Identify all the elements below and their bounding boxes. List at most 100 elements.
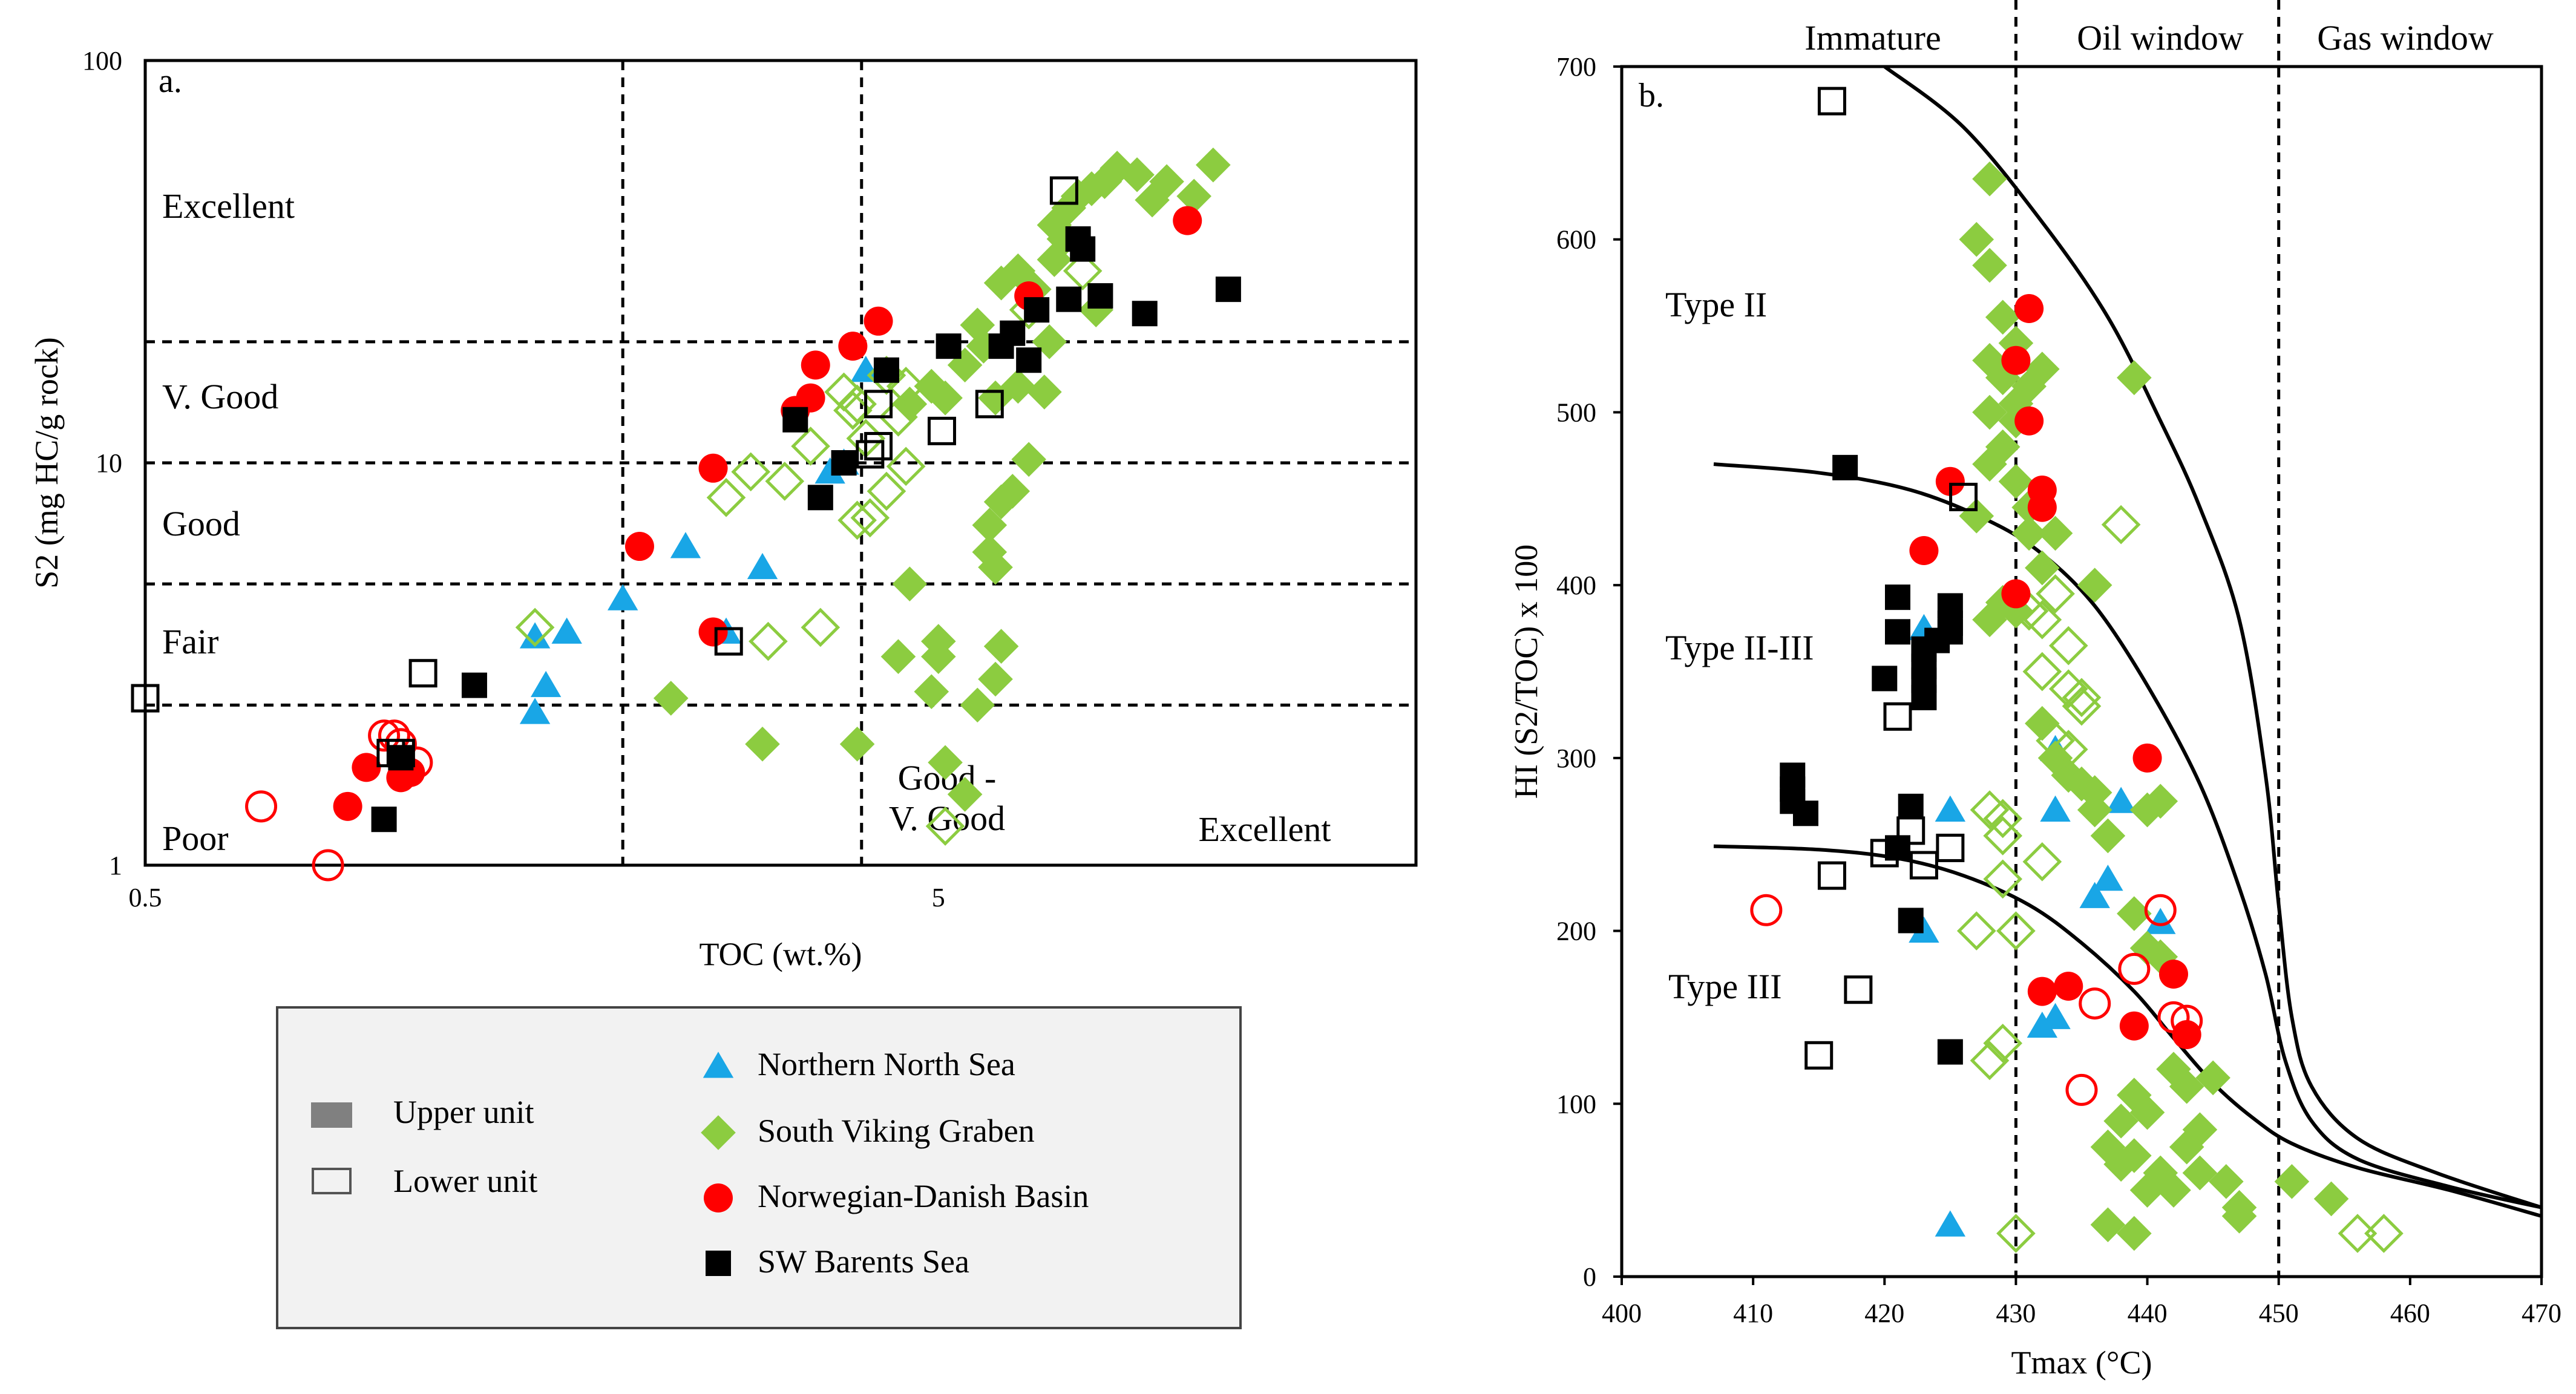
- data-point-south-viking-graben-lower: [1983, 799, 2023, 839]
- data-point-south-viking-graben-lower: [515, 607, 555, 647]
- data-point-sw-barents-sea-lower: [1936, 833, 1965, 862]
- legend-box: [276, 1006, 1242, 1329]
- data-point-norwegian-danish-basin-lower: [312, 849, 344, 882]
- data-point-sw-barents-sea-upper: [1024, 297, 1050, 323]
- data-point-south-viking-graben-lower: [731, 452, 771, 492]
- panel-a-x-axis-title: TOC (wt.%): [700, 936, 862, 972]
- data-point-sw-barents-sea-upper: [1056, 286, 1082, 312]
- data-point-south-viking-graben-upper: [2103, 1147, 2138, 1182]
- data-point-south-viking-graben-upper: [928, 745, 963, 780]
- data-point-south-viking-graben-upper: [892, 387, 928, 422]
- data-point-south-viking-graben-upper: [1985, 299, 2020, 335]
- data-point-south-viking-graben-upper: [1037, 208, 1072, 243]
- data-point-south-viking-graben-lower: [2022, 600, 2062, 640]
- data-point-south-viking-graben-upper: [2117, 360, 2152, 396]
- data-point-sw-barents-sea-lower: [1909, 851, 1938, 880]
- data-point-sw-barents-sea-upper: [873, 357, 899, 383]
- data-point-norwegian-danish-basin-lower: [245, 790, 278, 823]
- zone-label-good: Good: [162, 504, 240, 543]
- data-point-south-viking-graben-upper: [892, 566, 928, 601]
- panel-b-x-tick-label: 410: [1733, 1298, 1773, 1328]
- data-point-sw-barents-sea-lower: [131, 684, 160, 713]
- data-point-south-viking-graben-upper: [1972, 394, 2007, 430]
- panel-b-y-tick-label: 200: [1556, 917, 1596, 946]
- legend-label-south-viking-graben: South Viking Graben: [758, 1113, 1035, 1149]
- data-point-sw-barents-sea-upper: [371, 807, 397, 833]
- panel-a-x-tick-label: 0.5: [129, 883, 162, 912]
- legend-label-upper-unit: Upper unit: [393, 1094, 534, 1130]
- data-point-south-viking-graben-upper: [2129, 1173, 2165, 1208]
- data-point-south-viking-graben-lower: [749, 621, 788, 661]
- data-point-south-viking-graben-lower: [2364, 1214, 2404, 1253]
- data-point-south-viking-graben-upper: [2195, 1060, 2230, 1096]
- kerogen-label-type-iii: Type III: [1668, 967, 1782, 1006]
- data-point-south-viking-graben-upper: [2037, 515, 2073, 551]
- data-point-south-viking-graben-upper: [914, 674, 949, 709]
- data-point-south-viking-graben-upper: [2090, 1129, 2126, 1165]
- data-point-south-viking-graben-upper: [653, 681, 689, 716]
- data-point-northern-north-sea-upper: [2040, 795, 2071, 822]
- data-point-sw-barents-sea-upper: [1832, 454, 1858, 480]
- data-point-sw-barents-sea-upper: [1872, 666, 1898, 692]
- panel-b-y-tick-label: 500: [1556, 398, 1596, 427]
- data-point-sw-barents-sea-upper: [807, 485, 833, 511]
- data-point-sw-barents-sea-lower: [1049, 176, 1078, 205]
- legend-marker-sw-barents-sea: [706, 1251, 731, 1276]
- data-point-northern-north-sea-upper: [2079, 882, 2110, 908]
- data-point-norwegian-danish-basin-upper: [2027, 492, 2057, 522]
- data-point-south-viking-graben-upper: [1972, 447, 2007, 482]
- maturity-label-immature: Immature: [1804, 18, 1941, 57]
- data-point-norwegian-danish-basin-lower: [1750, 894, 1783, 926]
- data-point-south-viking-graben-lower: [2022, 652, 2062, 692]
- panel-a-y-tick-label: 100: [82, 46, 122, 76]
- data-point-sw-barents-sea-upper: [1070, 236, 1096, 262]
- data-point-south-viking-graben-upper: [960, 687, 995, 723]
- data-point-south-viking-graben-lower: [2036, 574, 2075, 614]
- maturity-label-gas-window: Gas window: [2317, 18, 2494, 57]
- data-point-south-viking-graben-upper: [1959, 499, 1994, 534]
- data-point-south-viking-graben-upper: [2209, 1164, 2244, 1199]
- data-point-sw-barents-sea-upper: [1898, 908, 1924, 934]
- data-point-sw-barents-sea-upper: [1911, 684, 1937, 710]
- data-point-norwegian-danish-basin-upper: [2001, 579, 2031, 609]
- data-point-south-viking-graben-upper: [978, 549, 1013, 585]
- data-point-south-viking-graben-lower: [2048, 626, 2088, 666]
- data-point-south-viking-graben-upper: [921, 624, 956, 659]
- panel-b-y-tick-label: 600: [1556, 225, 1596, 255]
- data-point-south-viking-graben-upper: [2274, 1164, 2310, 1199]
- data-point-south-viking-graben-upper: [947, 777, 983, 812]
- data-point-norwegian-danish-basin-upper: [2159, 960, 2188, 989]
- data-point-sw-barents-sea-upper: [1087, 283, 1113, 309]
- data-point-south-viking-graben-upper: [2025, 705, 2060, 741]
- data-point-south-viking-graben-upper: [960, 307, 995, 343]
- data-point-sw-barents-sea-lower: [1949, 482, 1978, 511]
- data-point-norwegian-danish-basin-lower: [368, 719, 401, 752]
- legend-marker-south-viking-graben: [701, 1115, 736, 1150]
- panel-b-label: b.: [1639, 77, 1664, 114]
- data-point-norwegian-danish-basin-upper: [1909, 536, 1939, 565]
- panel-b-y-tick-label: 100: [1556, 1089, 1596, 1119]
- panel-b-y-tick-label: 300: [1556, 744, 1596, 773]
- legend-label-norwegian-danish-basin: Norwegian-Danish Basin: [758, 1178, 1089, 1214]
- data-point-south-viking-graben-lower: [879, 397, 918, 437]
- data-point-northern-north-sea-upper: [551, 617, 582, 644]
- data-point-norwegian-danish-basin-upper: [698, 453, 728, 483]
- data-point-norwegian-danish-basin-lower: [2079, 987, 2111, 1020]
- data-point-south-viking-graben-upper: [2011, 368, 2047, 404]
- panel-b-y-tick-label: 700: [1556, 52, 1596, 82]
- data-point-south-viking-graben-upper: [2313, 1181, 2349, 1217]
- zone-label-excellent: Excellent: [162, 186, 295, 226]
- data-point-northern-north-sea-upper: [2027, 1011, 2058, 1038]
- data-point-northern-north-sea-upper: [670, 532, 701, 558]
- data-point-south-viking-graben-upper: [1972, 247, 2007, 283]
- data-point-northern-north-sea-upper: [607, 584, 638, 610]
- data-point-south-viking-graben-lower: [1956, 911, 1996, 951]
- data-point-south-viking-graben-upper: [1959, 221, 1994, 257]
- panel-a: 0.5 5 1 10 100 a. Excellent V. Good Good Fai…: [28, 46, 1418, 972]
- data-point-sw-barents-sea-upper: [1132, 301, 1158, 327]
- panel-b-plot-area: [1620, 65, 2543, 1278]
- data-point-sw-barents-sea-lower: [1844, 975, 1873, 1004]
- data-point-northern-north-sea-upper: [1935, 795, 1966, 822]
- panel-b-y-axis-title: HI (S2/TOC) x 100: [1508, 545, 1544, 799]
